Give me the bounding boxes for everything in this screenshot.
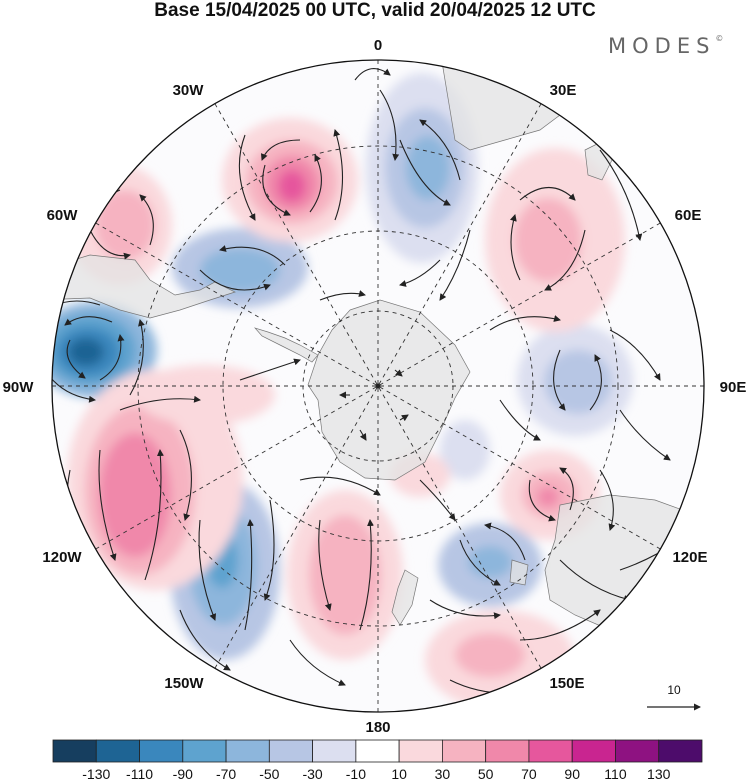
colorbar-labels: -130 -110 -90 -70 -50 -30 -10 10 30 50 70 90 110 130 xyxy=(82,766,670,782)
colorbar-swatch xyxy=(571,739,616,763)
colorbar-tick-label: -30 xyxy=(302,766,322,782)
south-america xyxy=(52,254,236,319)
map-boundary xyxy=(51,59,705,713)
lon-label-0: 0 xyxy=(374,37,382,54)
colorbar-swatch xyxy=(615,739,660,763)
south-pole-marker xyxy=(375,383,381,389)
lon-label-30w: 30W xyxy=(173,82,205,99)
reference-vector: 10 xyxy=(647,683,701,711)
colorbar-swatch xyxy=(52,739,97,763)
lon-label-90e: 90E xyxy=(720,379,747,396)
lon-label-60e: 60E xyxy=(675,207,702,224)
colorbar-swatch xyxy=(485,739,530,763)
colorbar-swatch xyxy=(139,739,184,763)
colorbar-swatch xyxy=(268,739,313,763)
wind-vectors xyxy=(52,68,681,695)
colorbar xyxy=(52,739,703,763)
lon-label-150e: 150E xyxy=(549,675,584,692)
lon-label-60w: 60W xyxy=(47,207,79,224)
colorbar-tick-label: 30 xyxy=(435,766,451,782)
colorbar-tick-label: -10 xyxy=(346,766,366,782)
colorbar-tick-label: -50 xyxy=(259,766,279,782)
colorbar-swatch xyxy=(182,739,227,763)
colorbar-tick-label: 50 xyxy=(478,766,494,782)
reference-vector-label: 10 xyxy=(667,683,681,697)
lon-label-120w: 120W xyxy=(42,549,82,566)
graticule xyxy=(52,60,704,712)
colorbar-tick-label: -70 xyxy=(216,766,236,782)
colorbar-tick-label: -130 xyxy=(82,766,110,782)
colorbar-swatch xyxy=(658,739,703,763)
colorbar-tick-label: 90 xyxy=(564,766,580,782)
colorbar-tick-label: 110 xyxy=(604,766,627,782)
anomaly-field xyxy=(52,60,704,712)
longitude-labels: 0 30E 60E 90E 120E 150E 180 150W 120W 90… xyxy=(3,37,747,736)
colorbar-tick-label: 70 xyxy=(521,766,537,782)
colorbar-swatch xyxy=(312,739,357,763)
colorbar-swatch xyxy=(355,739,400,763)
colorbar-swatch xyxy=(225,739,270,763)
lon-label-90w: 90W xyxy=(3,379,35,396)
lon-label-30e: 30E xyxy=(550,82,577,99)
colorbar-swatch xyxy=(441,739,487,763)
colorbar-tick-label: 130 xyxy=(647,766,671,782)
colorbar-tick-label: -90 xyxy=(173,766,193,782)
colorbar-swatch xyxy=(398,739,443,763)
antarctica xyxy=(307,299,471,481)
colorbar-tick-label: -110 xyxy=(126,766,153,782)
lon-label-150w: 150W xyxy=(164,675,204,692)
colorbar-tick-label: 10 xyxy=(391,766,407,782)
antarctic-peninsula xyxy=(253,327,319,363)
lon-label-180: 180 xyxy=(365,719,390,736)
colorbar-swatch xyxy=(528,739,573,763)
colorbar-swatch xyxy=(95,739,140,763)
modes-logo: MODES© xyxy=(608,34,724,58)
map-title: Base 15/04/2025 00 UTC, valid 20/04/2025… xyxy=(154,0,596,21)
lon-label-120e: 120E xyxy=(672,549,707,566)
tasmania xyxy=(509,559,529,586)
